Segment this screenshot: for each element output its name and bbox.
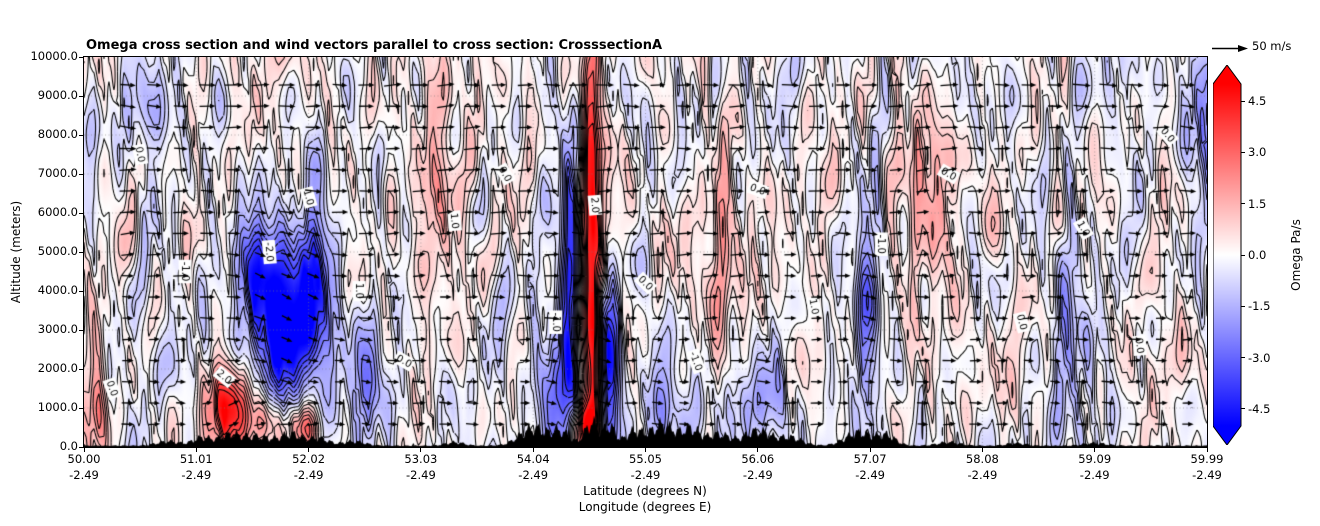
x-tick-label-latitude: 59.99 xyxy=(1190,452,1224,466)
x-tick-label-longitude: -2.49 xyxy=(967,468,998,482)
y-tick-mark xyxy=(79,446,83,448)
colorbar-tick-mark xyxy=(1241,203,1245,205)
colorbar-tick-label: 1.5 xyxy=(1248,196,1267,211)
x-tick-label-longitude: -2.49 xyxy=(855,468,885,482)
x-tick-mark xyxy=(532,448,534,452)
x-axis-label-latitude: Latitude (degrees N) xyxy=(583,484,707,498)
colorbar-tick-mark xyxy=(1241,305,1245,307)
x-tick-mark xyxy=(645,448,646,452)
colorbar-tick-label: 4.5 xyxy=(1248,94,1267,109)
colorbar-tick-label: 0.0 xyxy=(1248,248,1267,262)
colorbar-tick-mark xyxy=(1241,254,1245,256)
x-tick-mark xyxy=(757,448,759,452)
chart-title: Omega cross section and wind vectors par… xyxy=(86,38,663,53)
vector-key-arrow-icon xyxy=(1212,45,1248,52)
y-tick-mark xyxy=(79,407,83,409)
x-tick-label-latitude: 51.01 xyxy=(179,452,213,466)
y-tick-mark xyxy=(79,95,83,97)
y-tick-label: 8000.0 xyxy=(37,127,78,141)
y-tick-label: 1000.0 xyxy=(37,400,78,414)
x-tick-label-longitude: -2.49 xyxy=(742,468,773,482)
x-tick-label-latitude: 54.04 xyxy=(516,452,550,466)
x-tick-mark xyxy=(83,448,85,452)
x-tick-label-latitude: 59.09 xyxy=(1078,452,1112,466)
colorbar-tick-mark xyxy=(1241,408,1245,410)
colorbar-tick-mark xyxy=(1241,151,1245,153)
x-tick-mark xyxy=(1206,448,1208,452)
colorbar-tick-mark xyxy=(1241,357,1245,359)
y-tick-label: 3000.0 xyxy=(37,322,78,336)
y-tick-label: 4000.0 xyxy=(37,283,78,297)
x-tick-mark xyxy=(981,448,983,452)
x-tick-mark xyxy=(869,448,871,452)
vector-key-label: 50 m/s xyxy=(1252,39,1292,53)
y-tick-mark xyxy=(79,173,83,175)
x-axis-label-longitude: Longitude (degrees E) xyxy=(578,500,712,514)
x-tick-label-longitude: -2.49 xyxy=(1079,468,1110,482)
y-tick-label: 2000.0 xyxy=(37,361,78,375)
y-tick-label: 10000.0 xyxy=(30,49,78,63)
x-tick-label-latitude: 55.05 xyxy=(629,452,662,466)
x-tick-mark xyxy=(420,448,422,452)
x-tick-label-longitude: -2.49 xyxy=(181,468,212,482)
x-tick-label-latitude: 52.02 xyxy=(292,452,326,466)
plot-canvas xyxy=(84,57,1207,447)
y-tick-label: 5000.0 xyxy=(37,244,78,258)
x-tick-label-longitude: -2.49 xyxy=(406,468,436,482)
y-tick-mark xyxy=(79,329,83,331)
x-tick-label-latitude: 58.08 xyxy=(965,452,999,466)
x-tick-label-latitude: 57.07 xyxy=(853,452,887,466)
plot-area xyxy=(83,56,1208,448)
x-tick-label-longitude: -2.49 xyxy=(69,468,99,482)
x-tick-label-latitude: 56.06 xyxy=(741,452,775,466)
colorbar-label: Omega Pa/s xyxy=(1289,219,1303,291)
y-tick-mark xyxy=(79,368,83,370)
x-tick-mark xyxy=(308,448,310,452)
colorbar-tick-mark xyxy=(1241,100,1245,102)
y-tick-mark xyxy=(79,134,83,136)
x-tick-label-longitude: -2.49 xyxy=(630,468,661,482)
y-tick-label: 6000.0 xyxy=(37,205,78,219)
x-tick-label-longitude: -2.49 xyxy=(293,468,324,482)
x-tick-mark xyxy=(1094,448,1096,452)
colorbar xyxy=(1212,64,1247,449)
x-tick-label-longitude: -2.49 xyxy=(1192,468,1222,482)
vector-key xyxy=(1211,40,1249,59)
x-tick-label-latitude: 50.00 xyxy=(67,452,101,466)
y-tick-mark xyxy=(79,56,83,58)
y-tick-mark xyxy=(79,212,83,214)
y-tick-label: 0.0 xyxy=(59,439,78,453)
x-tick-label-longitude: -2.49 xyxy=(518,468,549,482)
x-tick-label-latitude: 53.03 xyxy=(404,452,438,466)
y-tick-label: 9000.0 xyxy=(37,88,78,102)
colorbar-tick-label: 3.0 xyxy=(1248,145,1267,160)
y-tick-mark xyxy=(79,251,83,253)
colorbar-tick-label: -1.5 xyxy=(1248,299,1271,314)
y-tick-mark xyxy=(79,290,83,292)
colorbar-tick-label: -4.5 xyxy=(1248,401,1271,416)
colorbar-tick-label: -3.0 xyxy=(1248,350,1271,365)
y-tick-label: 7000.0 xyxy=(37,166,78,180)
x-tick-mark xyxy=(195,448,197,452)
